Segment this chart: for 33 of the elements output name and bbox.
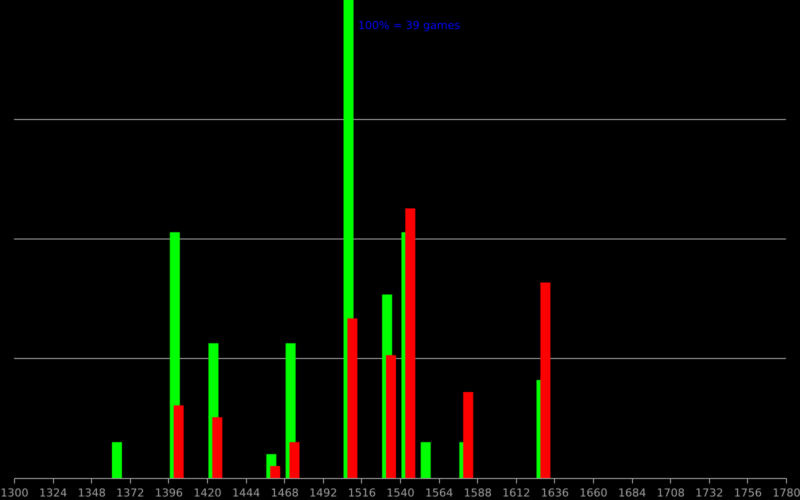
bar — [212, 417, 222, 478]
x-tick-label: 1732 — [695, 486, 724, 500]
x-tick-label: 1348 — [78, 486, 106, 500]
x-tick-label: 1492 — [309, 486, 338, 500]
x-tick-label: 1780 — [772, 486, 800, 500]
x-tick-label: 1396 — [154, 486, 183, 500]
x-tick-label: 1540 — [386, 486, 414, 500]
x-tick-label: 1636 — [540, 486, 569, 500]
x-tick-label: 1660 — [580, 486, 608, 500]
x-tick-label: 1708 — [656, 486, 685, 500]
x-tick-label: 1756 — [734, 486, 762, 500]
x-tick-label: 1684 — [618, 486, 646, 500]
bar — [386, 355, 396, 478]
x-tick-label: 1516 — [348, 486, 376, 500]
bar — [112, 442, 122, 478]
bar — [540, 282, 550, 478]
x-tick-label: 1564 — [425, 486, 454, 500]
x-tick-label: 1468 — [270, 486, 299, 500]
bar — [463, 392, 474, 478]
bar — [420, 442, 431, 478]
bar — [270, 466, 280, 478]
x-tick-label: 1612 — [502, 486, 530, 500]
annotation: 100% = 39 games — [358, 19, 460, 32]
x-tick-label: 1444 — [232, 486, 260, 500]
x-tick-label: 1588 — [464, 486, 492, 500]
bar — [347, 318, 358, 478]
x-tick-label: 1420 — [194, 486, 222, 500]
bar — [405, 208, 416, 478]
x-tick-label: 1324 — [39, 486, 68, 500]
x-tick-label: 1300 — [0, 486, 28, 500]
x-tick-label: 1372 — [116, 486, 144, 500]
bar — [289, 442, 300, 478]
bar — [174, 405, 184, 478]
